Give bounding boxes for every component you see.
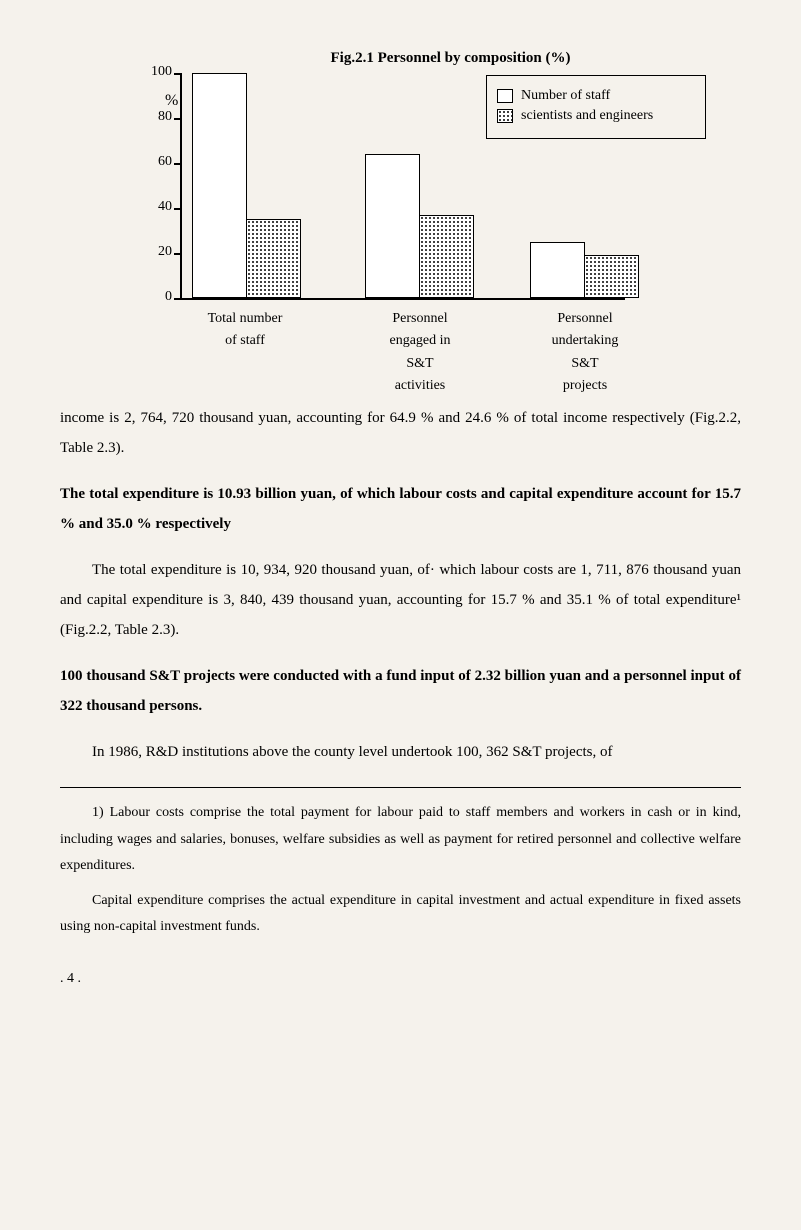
bar bbox=[365, 154, 420, 298]
y-tick bbox=[174, 163, 182, 165]
y-tick bbox=[174, 298, 182, 300]
bar-group bbox=[365, 154, 474, 298]
y-tick bbox=[174, 118, 182, 120]
page-number: . 4 . bbox=[60, 971, 741, 987]
chart-title: Fig.2.1 Personnel by composition (%) bbox=[160, 50, 741, 67]
para-5: In 1986, R&D institutions above the coun… bbox=[60, 737, 741, 767]
y-tick-label: 80 bbox=[132, 109, 172, 125]
legend-label-staff: Number of staff bbox=[521, 88, 610, 104]
y-tick bbox=[174, 73, 182, 75]
legend-label-sci: scientists and engineers bbox=[521, 108, 653, 124]
legend-swatch-white bbox=[497, 89, 513, 103]
bar-group bbox=[192, 73, 301, 298]
bar bbox=[530, 242, 585, 298]
x-axis-label: Total numberof staff bbox=[190, 308, 300, 353]
footnote-1: 1) Labour costs comprise the total payme… bbox=[60, 800, 741, 880]
y-tick-label: 20 bbox=[132, 244, 172, 260]
legend-item-staff: Number of staff bbox=[497, 88, 695, 104]
y-tick-label: 60 bbox=[132, 154, 172, 170]
para-4: 100 thousand S&T projects were conducted… bbox=[60, 661, 741, 721]
legend-swatch-dotted bbox=[497, 109, 513, 123]
y-tick bbox=[174, 208, 182, 210]
bar bbox=[419, 215, 474, 298]
bar bbox=[246, 219, 301, 298]
bar bbox=[192, 73, 247, 298]
y-tick bbox=[174, 253, 182, 255]
y-tick-label: 40 bbox=[132, 199, 172, 215]
body-text: income is 2, 764, 720 thousand yuan, acc… bbox=[60, 403, 741, 767]
para-2: The total expenditure is 10.93 billion y… bbox=[60, 479, 741, 539]
para-1: income is 2, 764, 720 thousand yuan, acc… bbox=[60, 403, 741, 463]
legend: Number of staff scientists and engineers bbox=[486, 75, 706, 139]
para-3: The total expenditure is 10, 934, 920 th… bbox=[60, 555, 741, 645]
bar-group bbox=[530, 242, 639, 298]
x-axis bbox=[180, 298, 625, 300]
x-axis-label: Personnelengaged inS&Tactivities bbox=[365, 308, 475, 398]
bar bbox=[584, 255, 639, 298]
footnote: 1) Labour costs comprise the total payme… bbox=[60, 800, 741, 941]
y-axis bbox=[180, 73, 182, 298]
y-tick-label: 100 bbox=[132, 64, 172, 80]
chart-area: 020406080100 Total numberof staffPersonn… bbox=[160, 73, 741, 353]
footnote-2: Capital expenditure comprises the actual… bbox=[60, 888, 741, 941]
y-tick-label: 0 bbox=[132, 289, 172, 305]
footnote-separator bbox=[60, 787, 741, 788]
x-axis-label: PersonnelundertakingS&Tprojects bbox=[530, 308, 640, 398]
legend-item-sci: scientists and engineers bbox=[497, 108, 695, 124]
